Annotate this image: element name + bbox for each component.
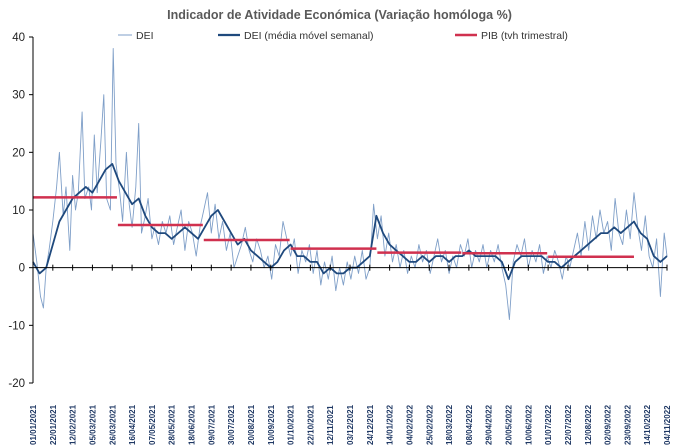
x-tick-label: 24/12/2021 [366, 404, 375, 445]
x-tick-label: 01/01/2021 [29, 404, 38, 445]
x-tick-label: 04/02/2022 [405, 404, 414, 445]
legend-label: DEI [136, 30, 154, 42]
x-tick-label: 29/04/2022 [485, 404, 494, 445]
x-tick-label: 23/09/2022 [623, 404, 632, 445]
x-tick-label: 04/11/2022 [663, 405, 672, 445]
x-tick-label: 30/07/2021 [227, 404, 236, 445]
y-tick-label: 20 [12, 147, 25, 159]
x-tick-label: 12/08/2022 [584, 404, 593, 445]
x-tick-label: 12/11/2021 [326, 405, 335, 445]
x-tick-label: 01/07/2022 [544, 404, 553, 445]
chart-title: Indicador de Atividade Económica (Variaç… [167, 8, 512, 22]
x-tick-label: 10/09/2021 [267, 404, 276, 445]
x-tick-label: 26/03/2021 [108, 404, 117, 445]
y-tick-label: 0 [19, 263, 25, 275]
axes: -20 -10 0 10 20 30 40 01/01/2021 22/01/2021 12/02… [8, 32, 672, 445]
x-tick-label: 02/09/2022 [604, 404, 613, 445]
y-tick-label: 30 [12, 90, 25, 102]
legend-label: PIB (tvh trimestral) [481, 30, 568, 42]
x-tick-label: 05/03/2021 [88, 404, 97, 445]
x-tick-label: 01/10/2021 [287, 404, 296, 445]
x-tick-label: 12/02/2021 [69, 404, 78, 445]
x-tick-label: 20/05/2022 [505, 404, 514, 445]
x-tick-label: 16/04/2021 [128, 404, 137, 445]
x-tick-label: 18/03/2022 [445, 404, 454, 445]
x-tick-label: 22/01/2021 [49, 404, 58, 445]
x-tick-label: 10/06/2022 [524, 404, 533, 445]
x-tick-label: 14/01/2022 [386, 404, 395, 445]
y-tick-label: -20 [8, 378, 25, 390]
y-tick-label: 10 [12, 205, 25, 217]
plot-area [32, 48, 668, 321]
x-tick-label: 18/06/2021 [188, 404, 197, 445]
y-tick-label: 40 [12, 32, 25, 44]
x-tick-label: 08/04/2022 [465, 404, 474, 445]
x-tick-label: 09/07/2021 [207, 404, 216, 445]
x-tick-label: 07/05/2021 [148, 404, 157, 445]
dei-daily-line [32, 48, 668, 321]
x-tick-label: 28/05/2021 [168, 404, 177, 445]
legend: DEI DEI (média móvel semanal) PIB (tvh tri… [118, 30, 568, 42]
x-tick-label: 03/12/2021 [346, 404, 355, 445]
x-tick-label: 20/08/2021 [247, 404, 256, 445]
y-tick-label: -10 [8, 320, 25, 332]
legend-label: DEI (média móvel semanal) [244, 30, 374, 42]
x-tick-label: 22/07/2022 [564, 404, 573, 445]
x-tick-label: 25/02/2022 [425, 404, 434, 445]
x-tick-label: 22/10/2021 [306, 404, 315, 445]
x-tick-label: 14/10/2022 [643, 404, 652, 445]
